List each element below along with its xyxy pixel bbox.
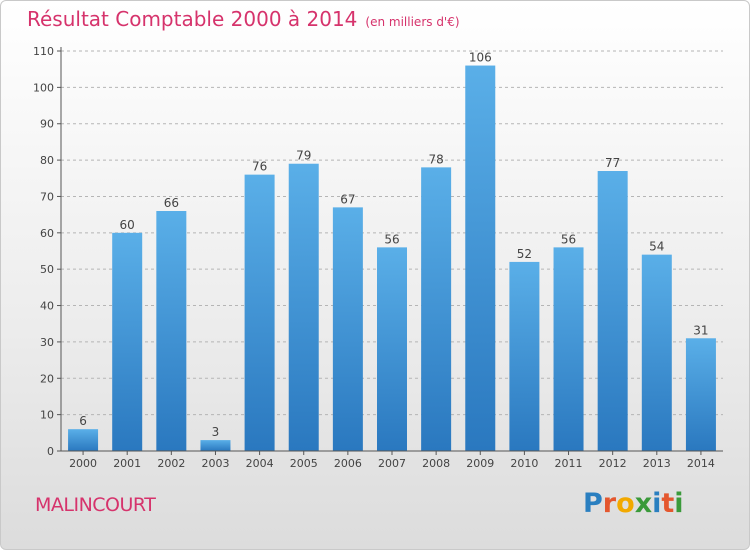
data-label: 78 (428, 152, 443, 166)
bar (156, 211, 187, 451)
bar (377, 247, 407, 451)
y-tick-label: 30 (40, 336, 54, 349)
x-tick-label: 2007 (378, 457, 406, 470)
x-tick-label: 2012 (599, 457, 627, 470)
y-tick-label: 80 (40, 154, 54, 167)
logo-letter: o (616, 488, 635, 519)
x-tick-label: 2011 (555, 457, 583, 470)
logo-letter: r (602, 488, 617, 519)
x-tick-label: 2008 (422, 457, 450, 470)
proxiti-logo: Proxiti (583, 488, 684, 519)
y-tick-label: 70 (40, 190, 54, 203)
x-tick-label: 2004 (246, 457, 274, 470)
bar (244, 174, 275, 452)
chart-title: Résultat Comptable 2000 à 2014 (en millie… (27, 7, 460, 31)
bar (421, 167, 452, 451)
bar (553, 247, 584, 451)
data-label: 6 (79, 414, 87, 428)
x-tick-label: 2005 (290, 457, 318, 470)
y-tick-label: 110 (33, 45, 54, 58)
bar (465, 65, 496, 451)
x-tick-label: 2014 (687, 457, 715, 470)
logo-letter: t (661, 488, 675, 519)
data-label: 3 (212, 425, 220, 439)
data-label: 56 (561, 232, 576, 246)
chart-subtitle: (en milliers d'€) (365, 15, 460, 29)
bars (68, 65, 716, 452)
x-tick-label: 2013 (643, 457, 671, 470)
y-tick-label: 60 (40, 227, 54, 240)
bar (685, 338, 716, 451)
logo-letter: P (583, 488, 603, 519)
data-label: 79 (296, 149, 311, 163)
logo-letter: i (652, 488, 662, 519)
x-tick-label: 2003 (201, 457, 229, 470)
y-tick-label: 10 (40, 409, 54, 422)
x-tick-label: 2010 (510, 457, 538, 470)
axes: 0 10 20 30 40 50 60 70 80 90 100 110 2000 2001 2002 200… (33, 45, 723, 470)
data-label: 67 (340, 192, 355, 206)
bar (641, 254, 672, 451)
logo-letter: x (634, 488, 653, 519)
bar (112, 232, 143, 451)
x-tick-label: 2009 (466, 457, 494, 470)
y-tick-label: 90 (40, 118, 54, 131)
bar (68, 429, 99, 451)
data-label: 76 (252, 160, 267, 174)
bar (597, 171, 628, 451)
data-label: 66 (164, 196, 179, 210)
data-label: 77 (605, 156, 620, 170)
x-tick-label: 2006 (334, 457, 362, 470)
x-tick-label: 2000 (69, 457, 97, 470)
bar (509, 261, 540, 451)
municipality-name: MALINCOURT (35, 494, 156, 516)
data-label: 31 (693, 323, 708, 337)
x-tick-label: 2002 (157, 457, 185, 470)
bar (332, 207, 363, 451)
data-label: 54 (649, 240, 664, 254)
data-label: 52 (517, 247, 532, 261)
data-label: 56 (384, 232, 399, 246)
data-label: 60 (120, 218, 135, 232)
x-tick-label: 2001 (113, 457, 141, 470)
y-tick-label: 20 (40, 372, 54, 385)
title-text: Résultat Comptable 2000 à 2014 (27, 7, 358, 31)
logo-letter: i (674, 488, 684, 519)
bar (200, 440, 231, 451)
data-labels: 6 60 66 3 76 79 67 56 78 106 52 56 77 54 31 (79, 51, 708, 440)
data-label: 106 (469, 51, 492, 65)
y-tick-label: 40 (40, 300, 54, 313)
y-tick-label: 50 (40, 263, 54, 276)
y-tick-label: 100 (33, 81, 54, 94)
y-tick-label: 0 (47, 445, 54, 458)
bar (288, 163, 319, 451)
